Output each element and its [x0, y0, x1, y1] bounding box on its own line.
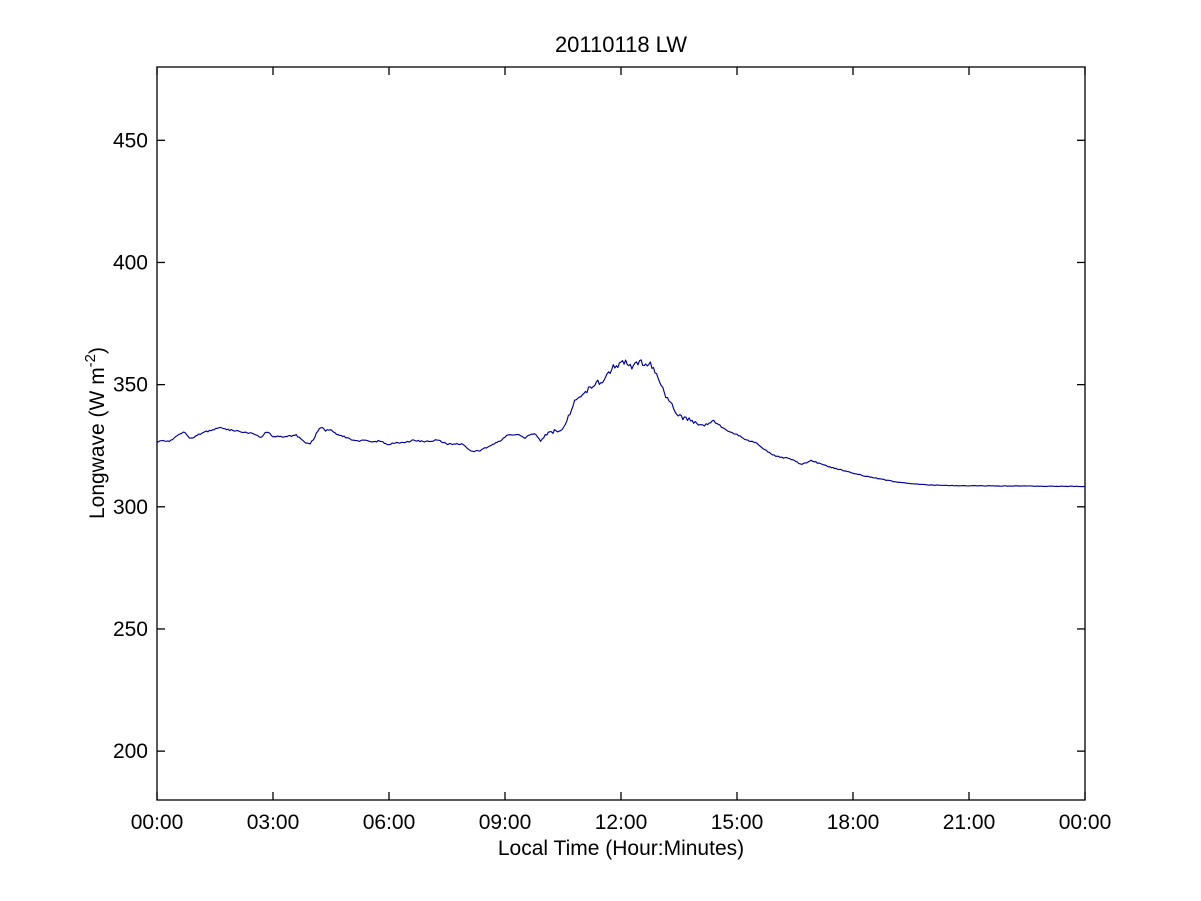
y-tick-label: 300 [113, 496, 148, 519]
x-tick-label: 00:00 [1059, 811, 1112, 834]
chart-title: 20110118 LW [555, 32, 687, 57]
axis-ticks [156, 67, 1086, 800]
x-tick-label: 00:00 [131, 811, 184, 834]
y-tick-label: 400 [113, 251, 148, 274]
x-tick-label: 18:00 [827, 811, 880, 834]
y-axis-title-main: Longwave (W m [86, 367, 109, 519]
x-tick-label: 03:00 [247, 811, 300, 834]
y-axis-title: Longwave (W m-2) [82, 347, 109, 519]
y-tick-label: 250 [113, 618, 148, 641]
y-tick-label: 200 [113, 740, 148, 763]
x-tick-label: 15:00 [711, 811, 764, 834]
x-tick-label: 06:00 [363, 811, 416, 834]
x-tick-label: 21:00 [943, 811, 996, 834]
x-tick-labels: 00:00 03:00 06:00 09:00 12:00 15:00 18:00 21:00… [131, 811, 1112, 834]
x-tick-label: 09:00 [479, 811, 532, 834]
y-tick-label: 350 [113, 374, 148, 397]
y-axis-title-superscript: -2 [82, 354, 99, 367]
longwave-line-series [156, 359, 1086, 488]
plot-box [156, 66, 1086, 801]
x-tick-label: 12:00 [595, 811, 648, 834]
y-axis-title-close: ) [86, 347, 109, 354]
x-axis-title: Local Time (Hour:Minutes) [498, 837, 744, 860]
y-tick-label: 450 [113, 129, 148, 152]
y-tick-labels: 200 250 300 350 400 450 [113, 129, 148, 763]
